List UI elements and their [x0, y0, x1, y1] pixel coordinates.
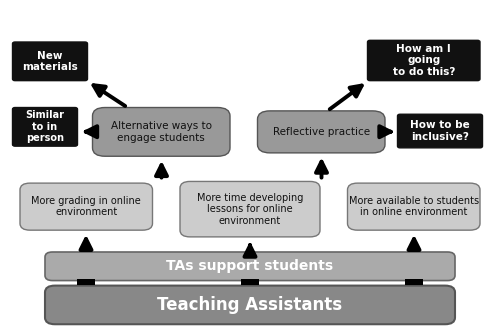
Text: Reflective practice: Reflective practice — [272, 127, 370, 137]
FancyBboxPatch shape — [45, 252, 455, 281]
FancyBboxPatch shape — [92, 108, 230, 156]
FancyBboxPatch shape — [241, 279, 259, 285]
FancyBboxPatch shape — [398, 114, 482, 148]
FancyBboxPatch shape — [258, 111, 385, 153]
Text: More time developing
lessons for online
environment: More time developing lessons for online … — [197, 193, 303, 226]
FancyBboxPatch shape — [12, 42, 88, 81]
FancyBboxPatch shape — [20, 183, 152, 230]
Text: More available to students
in online environment: More available to students in online env… — [348, 196, 479, 217]
Text: Teaching Assistants: Teaching Assistants — [158, 296, 342, 314]
Text: New
materials: New materials — [22, 50, 78, 72]
FancyBboxPatch shape — [348, 183, 480, 230]
Text: Similar
to in
person: Similar to in person — [26, 110, 64, 143]
FancyBboxPatch shape — [180, 181, 320, 237]
Text: More grading in online
environment: More grading in online environment — [32, 196, 141, 217]
Text: How to be
inclusive?: How to be inclusive? — [410, 120, 470, 142]
FancyBboxPatch shape — [405, 279, 423, 285]
FancyBboxPatch shape — [77, 279, 95, 285]
FancyBboxPatch shape — [368, 40, 480, 81]
FancyBboxPatch shape — [12, 108, 78, 146]
FancyBboxPatch shape — [45, 286, 455, 324]
Text: Alternative ways to
engage students: Alternative ways to engage students — [111, 121, 212, 143]
Text: TAs support students: TAs support students — [166, 259, 334, 273]
Text: How am I
going
to do this?: How am I going to do this? — [392, 44, 455, 77]
